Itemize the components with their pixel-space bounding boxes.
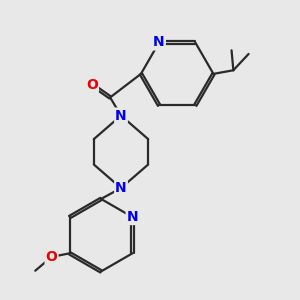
Text: N: N xyxy=(127,210,138,224)
Text: O: O xyxy=(46,250,58,264)
Text: O: O xyxy=(86,78,98,92)
Text: N: N xyxy=(115,181,127,195)
Text: N: N xyxy=(115,109,127,123)
Text: N: N xyxy=(153,35,165,50)
